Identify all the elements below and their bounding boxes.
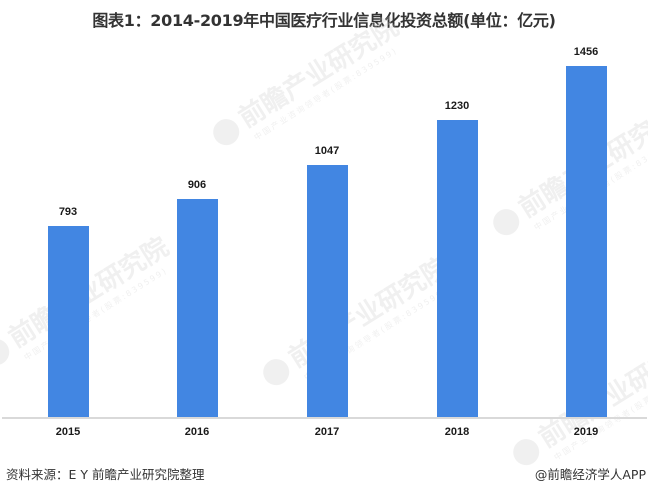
credit-note: @前瞻经济学人APP bbox=[534, 467, 646, 482]
bar-value-label: 1456 bbox=[573, 46, 599, 58]
x-tick-label: 2015 bbox=[55, 426, 81, 438]
bar-2018 bbox=[437, 120, 478, 417]
bar-value-label: 793 bbox=[58, 206, 78, 218]
x-tick-label: 2016 bbox=[184, 426, 210, 438]
x-tick-label: 2018 bbox=[444, 426, 470, 438]
bar-value-label: 1230 bbox=[444, 100, 470, 112]
source-note: 资料来源：E Y 前瞻产业研究院整理 bbox=[6, 467, 205, 482]
bar-2017 bbox=[307, 165, 348, 417]
x-axis-line bbox=[2, 417, 647, 419]
chart-title: 图表1：2014-2019年中国医疗行业信息化投资总额(单位：亿元) bbox=[92, 11, 556, 30]
bar-value-label: 1047 bbox=[314, 145, 340, 157]
x-tick-label: 2019 bbox=[573, 426, 599, 438]
bar-2016 bbox=[177, 199, 218, 417]
bar-2019 bbox=[566, 66, 607, 417]
bar-value-label: 906 bbox=[187, 179, 207, 191]
x-tick-label: 2017 bbox=[314, 426, 340, 438]
bar-2015 bbox=[48, 226, 89, 417]
